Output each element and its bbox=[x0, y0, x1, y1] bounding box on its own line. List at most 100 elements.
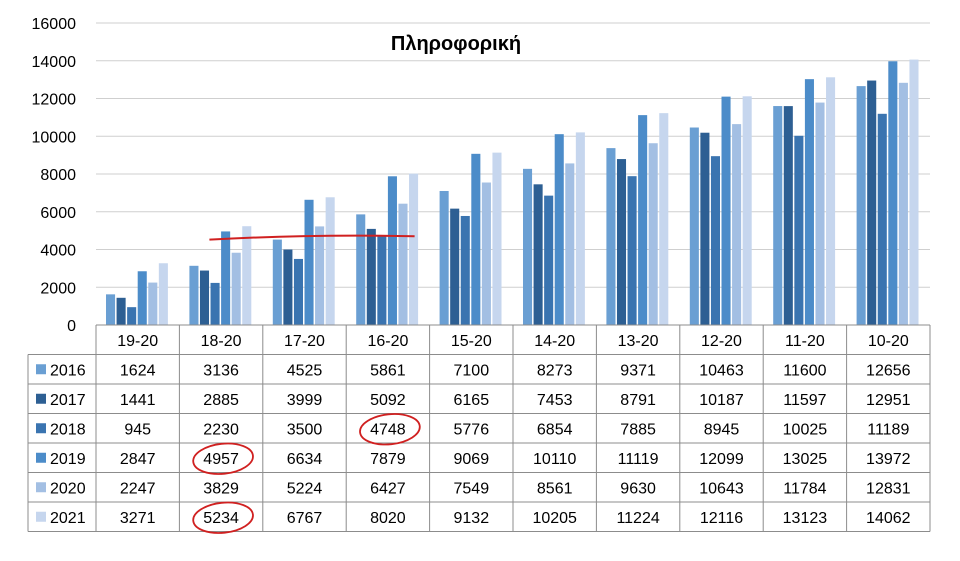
data-label: 10025 bbox=[783, 421, 828, 438]
data-label: 6767 bbox=[287, 510, 323, 527]
bar bbox=[106, 294, 116, 325]
x-tick-label: 13-20 bbox=[618, 333, 659, 350]
bar bbox=[616, 159, 627, 325]
x-tick-label: 17-20 bbox=[284, 333, 325, 350]
data-label: 11784 bbox=[783, 480, 826, 497]
data-label: 3999 bbox=[287, 392, 323, 409]
data-label: 3829 bbox=[203, 480, 239, 497]
legend-label: 2021 bbox=[50, 510, 86, 527]
data-label: 10463 bbox=[699, 362, 744, 379]
bar bbox=[554, 134, 564, 325]
bar bbox=[315, 226, 325, 325]
x-tick-label: 15-20 bbox=[451, 333, 492, 350]
data-label: 11224 bbox=[616, 510, 659, 527]
data-label: 12116 bbox=[700, 510, 743, 527]
bar bbox=[210, 282, 220, 325]
x-tick-label: 19-20 bbox=[117, 333, 158, 350]
bar bbox=[689, 127, 699, 326]
data-label: 7100 bbox=[454, 362, 490, 379]
bar bbox=[460, 215, 470, 325]
data-label: 4525 bbox=[287, 362, 323, 379]
bars bbox=[106, 59, 919, 326]
data-label: 8273 bbox=[537, 362, 573, 379]
data-label: 9371 bbox=[620, 362, 656, 379]
data-label: 6634 bbox=[287, 451, 323, 468]
x-tick-label: 11-20 bbox=[785, 333, 825, 350]
y-tick-label: 4000 bbox=[40, 243, 76, 260]
data-label: 11189 bbox=[867, 421, 909, 438]
bar bbox=[773, 106, 783, 325]
legend-label: 2020 bbox=[50, 480, 86, 497]
bar bbox=[242, 226, 252, 325]
data-label: 1624 bbox=[120, 362, 156, 379]
bar bbox=[189, 265, 199, 325]
bar bbox=[471, 153, 481, 325]
bar bbox=[450, 208, 460, 325]
y-tick-label: 14000 bbox=[32, 54, 77, 71]
data-label: 5776 bbox=[454, 421, 490, 438]
data-label: 3271 bbox=[120, 510, 156, 527]
data-label: 10643 bbox=[699, 480, 744, 497]
bar bbox=[492, 152, 502, 325]
y-tick-label: 6000 bbox=[40, 205, 76, 222]
data-label: 2247 bbox=[120, 480, 156, 497]
bar bbox=[794, 135, 804, 325]
x-tick-label: 16-20 bbox=[367, 333, 408, 350]
data-label: 11597 bbox=[783, 392, 826, 409]
bar bbox=[544, 195, 554, 325]
bar bbox=[732, 124, 742, 325]
bar bbox=[366, 228, 376, 325]
y-tick-label: 12000 bbox=[32, 92, 77, 109]
bar bbox=[575, 132, 585, 325]
bar bbox=[565, 163, 575, 325]
bar bbox=[127, 307, 137, 325]
data-label: 2885 bbox=[203, 392, 239, 409]
data-label: 9630 bbox=[620, 480, 656, 497]
data-label: 2230 bbox=[203, 421, 239, 438]
bar bbox=[377, 235, 387, 325]
bar bbox=[721, 96, 731, 325]
bar bbox=[877, 113, 887, 326]
data-label: 11600 bbox=[783, 362, 826, 379]
legend-label: 2016 bbox=[50, 362, 86, 379]
data-label: 6854 bbox=[537, 421, 573, 438]
data-label: 7453 bbox=[537, 392, 573, 409]
bar bbox=[199, 270, 210, 325]
data-label: 10205 bbox=[532, 510, 577, 527]
annotations bbox=[192, 234, 421, 534]
data-label: 14062 bbox=[866, 510, 911, 527]
bar bbox=[356, 214, 366, 325]
data-label: 5092 bbox=[370, 392, 406, 409]
legend-label: 2018 bbox=[50, 421, 86, 438]
legend-swatch bbox=[36, 511, 46, 522]
bar bbox=[648, 143, 658, 325]
bar bbox=[815, 102, 825, 326]
bar bbox=[909, 59, 919, 326]
y-tick-label: 2000 bbox=[40, 280, 76, 297]
bar bbox=[867, 80, 877, 326]
data-label: 7879 bbox=[370, 451, 406, 468]
data-table: 19-20 18-20 17-20 16-20 15-20 14-20 13-20 12-20… bbox=[27, 324, 931, 532]
legend-swatch bbox=[36, 393, 46, 404]
bar bbox=[325, 197, 335, 325]
data-label: 12831 bbox=[866, 480, 911, 497]
bar bbox=[148, 282, 158, 325]
data-label: 3136 bbox=[203, 362, 239, 379]
data-label: 8561 bbox=[537, 480, 573, 497]
bar bbox=[826, 77, 836, 325]
bar bbox=[898, 82, 908, 325]
data-label: 9132 bbox=[454, 510, 490, 527]
legend-label: 2017 bbox=[50, 392, 86, 409]
data-label: 13025 bbox=[783, 451, 828, 468]
legend-swatch bbox=[36, 452, 46, 463]
bar bbox=[409, 173, 419, 325]
annotation-circle bbox=[192, 442, 254, 475]
bar bbox=[116, 297, 126, 325]
bar bbox=[283, 249, 293, 325]
annotation-line bbox=[209, 234, 415, 241]
y-tick-label: 8000 bbox=[40, 167, 76, 184]
data-label: 6427 bbox=[370, 480, 406, 497]
bar bbox=[710, 156, 720, 325]
y-tick-label: 10000 bbox=[32, 129, 77, 146]
bar bbox=[627, 176, 637, 325]
